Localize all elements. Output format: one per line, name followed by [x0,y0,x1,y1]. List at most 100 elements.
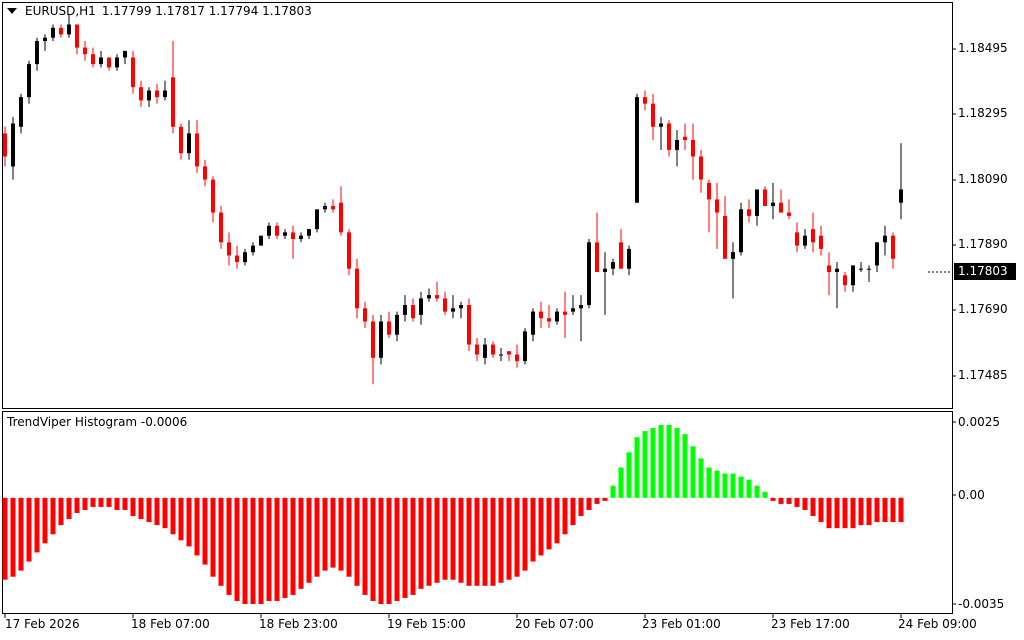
histogram-bar [410,497,416,595]
histogram-bar [74,497,80,513]
candle-body [3,133,7,157]
candle-body [531,311,535,335]
histogram-bar [170,497,176,535]
ohlc-values: 1.17799 1.17817 1.17794 1.17803 [101,4,312,18]
histogram-bar [106,497,112,507]
candle-body [443,298,447,312]
candle-body [275,225,279,236]
candle-body [59,27,63,35]
candle-body [491,344,495,355]
candle-body [875,242,879,266]
main-pane-frame [2,2,953,409]
histogram-bar [714,470,720,498]
candle-body [75,24,79,48]
histogram-bar [810,497,816,517]
candle-body [483,344,487,358]
histogram-bar [50,497,56,535]
histogram-bar [442,497,448,580]
indicator-axis-label: -0.0035 [958,597,1005,611]
candle-body [451,308,455,312]
time-label: 24 Feb 09:00 [898,617,977,631]
histogram-bar [18,497,24,571]
histogram-bar [346,497,352,577]
histogram-bar [234,497,240,601]
histogram-bar [546,497,552,550]
candle-body [547,318,551,322]
histogram-bar [690,446,696,498]
candle-body [635,97,639,203]
histogram-bar [194,497,200,556]
histogram-bar [770,497,776,501]
candle-body [291,232,295,239]
candles-layer [3,14,903,385]
candle-body [579,305,583,309]
candle-body [51,27,55,38]
candle-body [339,202,343,233]
histogram-bar [290,497,296,595]
candle-body [707,182,711,200]
histogram-bar [562,497,568,535]
candle-body [363,308,367,322]
candle-body [827,265,831,272]
candle-body [659,123,663,127]
candle-body [187,133,191,154]
candle-body [843,275,847,286]
candle-body [307,229,311,236]
histogram-bar [66,497,72,520]
candle-body [755,189,759,216]
candle-body [243,252,247,263]
candle-body [619,242,623,269]
candle-body [43,37,47,41]
histogram-bar [458,497,464,583]
histogram-bar [402,497,408,598]
histogram-bar [338,497,344,571]
candle-body [803,235,807,246]
histogram-bar [898,497,904,523]
histogram-bar [2,497,8,580]
candle-body [523,331,527,362]
candle-body [475,344,479,355]
candle-body [835,268,839,272]
histogram-bar [610,485,616,498]
candle-body [347,232,351,269]
histogram-bar [634,437,640,498]
candle-body [267,225,271,236]
histogram-bar [258,497,264,604]
candle-body [691,140,695,157]
time-label: 17 Feb 2026 [5,617,80,631]
histogram-bar [530,497,536,562]
candle-body [403,305,407,315]
histogram-bar [42,497,48,544]
candle-body [371,321,375,358]
histogram-bar [466,497,472,586]
current-price-tag: 1.17803 [954,263,1016,280]
histogram-bar [146,497,152,523]
candle-body [387,321,391,335]
candle-body [891,235,895,259]
candle-body [283,232,287,236]
candle-body [195,133,199,167]
candle-body [899,189,903,203]
histogram-layer [2,425,904,604]
histogram-bar [330,497,336,568]
candle-body [587,242,591,305]
histogram-bar [114,497,120,510]
histogram-bar [682,434,688,498]
histogram-bar [570,497,576,526]
histogram-bar [122,497,128,510]
histogram-bar [866,497,872,526]
candle-body [411,305,415,319]
candle-body [331,206,335,210]
dropdown-triangle-icon[interactable] [7,8,17,14]
candle-body [819,235,823,249]
candle-body [787,212,791,216]
candle-body [883,235,887,243]
histogram-bar [202,497,208,565]
candle-body [683,136,687,140]
histogram-bar [658,425,664,498]
histogram-bar [818,497,824,523]
candle-body [315,209,319,230]
histogram-bar [10,497,16,577]
